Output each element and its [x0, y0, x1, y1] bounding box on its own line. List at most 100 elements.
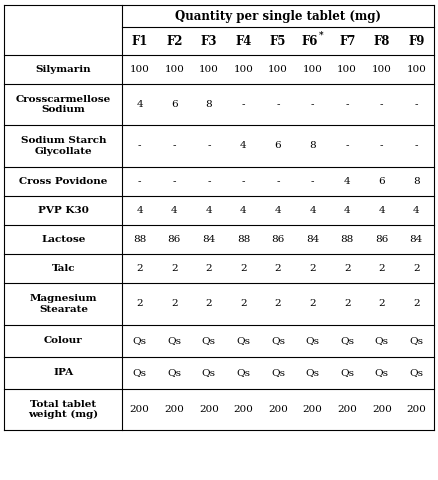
Text: 200: 200	[337, 405, 357, 414]
Text: 2: 2	[205, 300, 212, 309]
Text: Qs: Qs	[410, 368, 424, 377]
Text: 8: 8	[413, 177, 420, 186]
Text: 2: 2	[413, 264, 420, 273]
Text: PVP K30: PVP K30	[38, 206, 89, 215]
Text: -: -	[173, 177, 176, 186]
Text: 100: 100	[233, 65, 253, 74]
Text: 100: 100	[406, 65, 426, 74]
Text: 2: 2	[344, 264, 350, 273]
Text: -: -	[207, 142, 211, 150]
Text: Qs: Qs	[340, 336, 354, 345]
Text: F4: F4	[235, 35, 251, 48]
Text: Qs: Qs	[133, 336, 147, 345]
Text: -: -	[346, 100, 349, 109]
Text: -: -	[207, 177, 211, 186]
Text: 2: 2	[413, 300, 420, 309]
Text: Lactose: Lactose	[41, 235, 85, 244]
Text: Qs: Qs	[202, 368, 216, 377]
Text: F6: F6	[302, 35, 318, 48]
Text: -: -	[415, 142, 418, 150]
Text: 100: 100	[164, 65, 184, 74]
Text: 200: 200	[372, 405, 392, 414]
Text: -: -	[380, 100, 384, 109]
Text: 6: 6	[275, 142, 281, 150]
Text: 86: 86	[375, 235, 389, 244]
Text: -: -	[242, 177, 245, 186]
Text: 4: 4	[309, 206, 316, 215]
Text: -: -	[173, 142, 176, 150]
Text: 4: 4	[275, 206, 281, 215]
Text: Quantity per single tablet (mg): Quantity per single tablet (mg)	[175, 10, 381, 23]
Text: Qs: Qs	[167, 336, 181, 345]
Text: 200: 200	[164, 405, 184, 414]
Text: -: -	[138, 177, 141, 186]
Text: 4: 4	[344, 177, 350, 186]
Text: 86: 86	[168, 235, 181, 244]
Text: 4: 4	[240, 142, 247, 150]
Text: 200: 200	[406, 405, 426, 414]
Text: Qs: Qs	[237, 368, 251, 377]
Text: 100: 100	[372, 65, 392, 74]
Text: F8: F8	[374, 35, 390, 48]
Text: 2: 2	[309, 300, 316, 309]
Text: Silymarin: Silymarin	[35, 65, 91, 74]
Text: Qs: Qs	[375, 368, 389, 377]
Text: -: -	[415, 100, 418, 109]
Text: 2: 2	[136, 264, 143, 273]
Text: 4: 4	[344, 206, 350, 215]
Text: 8: 8	[309, 142, 316, 150]
Text: 4: 4	[171, 206, 177, 215]
Text: 4: 4	[240, 206, 247, 215]
Text: 2: 2	[240, 264, 247, 273]
Text: F5: F5	[270, 35, 286, 48]
Text: 86: 86	[272, 235, 285, 244]
Text: IPA: IPA	[53, 368, 74, 377]
Text: Qs: Qs	[306, 368, 320, 377]
Text: 4: 4	[136, 100, 143, 109]
Text: Qs: Qs	[271, 336, 285, 345]
Text: 200: 200	[199, 405, 219, 414]
Text: 2: 2	[275, 264, 281, 273]
Text: 4: 4	[136, 206, 143, 215]
Text: 4: 4	[413, 206, 420, 215]
Text: 2: 2	[171, 264, 177, 273]
Text: 2: 2	[171, 300, 177, 309]
Text: F1: F1	[131, 35, 148, 48]
Text: 2: 2	[378, 300, 385, 309]
Text: F7: F7	[339, 35, 355, 48]
Text: 2: 2	[136, 300, 143, 309]
Text: -: -	[242, 100, 245, 109]
Text: 88: 88	[341, 235, 354, 244]
Text: 4: 4	[205, 206, 212, 215]
Text: 200: 200	[268, 405, 288, 414]
Text: Qs: Qs	[167, 368, 181, 377]
Text: 100: 100	[199, 65, 219, 74]
Text: -: -	[276, 100, 280, 109]
Text: Magnesium
Stearate: Magnesium Stearate	[30, 294, 97, 313]
Text: 100: 100	[130, 65, 150, 74]
Text: 2: 2	[344, 300, 350, 309]
Text: -: -	[138, 142, 141, 150]
Text: -: -	[346, 142, 349, 150]
Text: Qs: Qs	[271, 368, 285, 377]
Text: 2: 2	[378, 264, 385, 273]
Text: 6: 6	[171, 100, 177, 109]
Text: Qs: Qs	[410, 336, 424, 345]
Text: -: -	[380, 142, 384, 150]
Text: Qs: Qs	[133, 368, 147, 377]
Text: 88: 88	[133, 235, 146, 244]
Text: -: -	[311, 100, 314, 109]
Text: Sodium Starch
Glycollate: Sodium Starch Glycollate	[21, 136, 106, 156]
Text: Crosscarmellose
Sodium: Crosscarmellose Sodium	[16, 95, 111, 114]
Text: Qs: Qs	[340, 368, 354, 377]
Text: Qs: Qs	[375, 336, 389, 345]
Text: 200: 200	[233, 405, 253, 414]
Text: 84: 84	[410, 235, 423, 244]
Text: 100: 100	[268, 65, 288, 74]
Text: Qs: Qs	[306, 336, 320, 345]
Text: -: -	[276, 177, 280, 186]
Text: Total tablet
weight (mg): Total tablet weight (mg)	[28, 399, 99, 419]
Text: 84: 84	[306, 235, 319, 244]
Text: 84: 84	[202, 235, 215, 244]
Text: -: -	[311, 177, 314, 186]
